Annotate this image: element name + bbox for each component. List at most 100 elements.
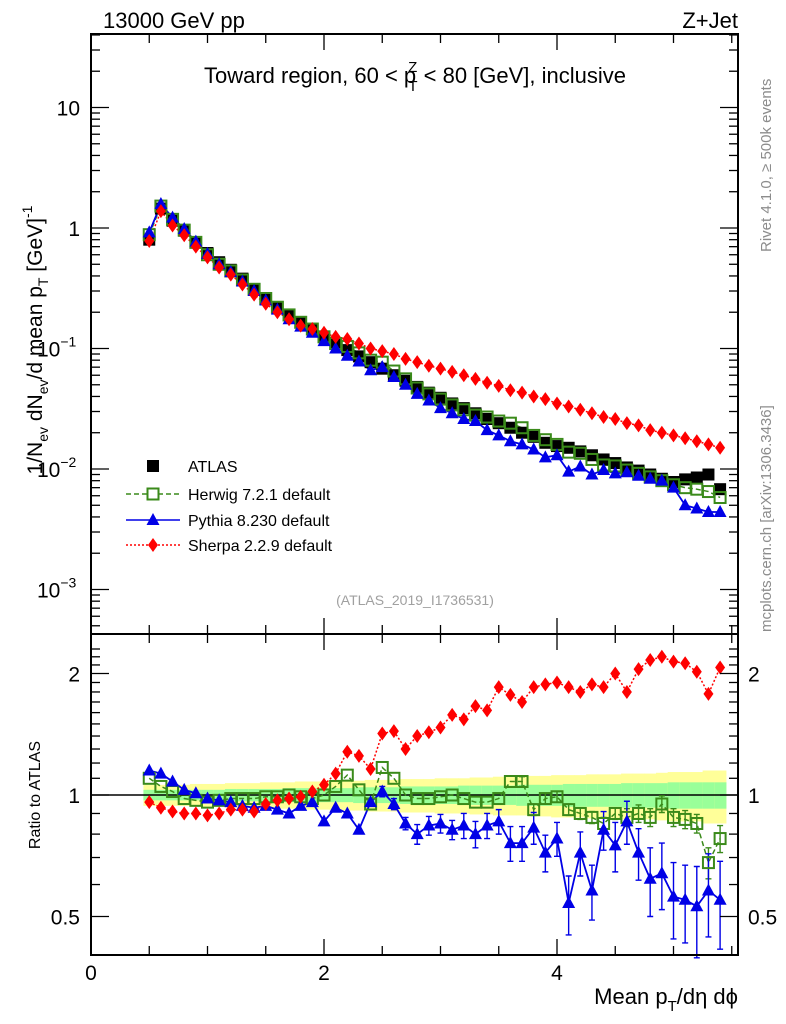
sherpa-point	[447, 364, 458, 379]
sherpa-ratio-point	[691, 664, 702, 679]
sherpa-ratio-point	[645, 653, 656, 668]
pythia-point	[410, 386, 424, 399]
legend-marker	[146, 487, 160, 501]
ratio-y-tick-label-left: 2	[68, 664, 80, 687]
herwig-ratio-point	[527, 803, 541, 817]
pythia-point	[387, 370, 401, 383]
legend-item-pythia: Pythia 8.230 default	[126, 513, 330, 530]
pythia-ratio-point	[282, 806, 296, 819]
herwig-ratio-point	[352, 783, 366, 797]
sherpa-ratio-point	[319, 777, 329, 792]
herwig-ratio-point	[655, 797, 669, 811]
legend-label: Pythia 8.230 default	[188, 513, 330, 530]
legend-label: ATLAS	[188, 459, 238, 476]
pythia-ratio-point	[538, 845, 552, 858]
sherpa-point	[214, 260, 225, 275]
ratio-plot-area	[91, 770, 738, 824]
sherpa-ratio-point	[447, 707, 458, 722]
ratio-y-tick-label-right: 2	[748, 664, 760, 687]
pythia-point	[375, 360, 389, 373]
sherpa-ratio-point	[656, 649, 667, 664]
atlas-point	[539, 436, 552, 449]
sherpa-point	[540, 392, 551, 407]
pythia-ratio-point	[364, 795, 378, 808]
sherpa-ratio-point	[680, 656, 691, 671]
legend: ATLAS Herwig 7.2.1 default Pythia 8.230 de…	[126, 459, 333, 555]
pythia-ratio-point	[201, 791, 214, 804]
sherpa-ratio-point	[517, 694, 528, 709]
sherpa-ratio-point	[190, 806, 201, 821]
xlabel-b: /dη dϕ	[677, 984, 738, 1009]
pythia-point	[154, 197, 168, 210]
sherpa-ratio-point	[540, 677, 551, 692]
mcplots-label: mcplots.cern.ch [arXiv:1306.3436]	[758, 405, 775, 632]
x-tick-label: 0	[85, 962, 97, 985]
pythia-ratio-point	[410, 827, 424, 840]
sherpa-point	[586, 406, 597, 421]
sherpa-point	[470, 371, 481, 386]
sherpa-ratio-point	[505, 687, 516, 702]
herwig-ratio-point	[492, 792, 506, 806]
pythia-ratio-point	[154, 766, 168, 779]
herwig-point	[515, 421, 529, 435]
sherpa-point	[307, 322, 318, 337]
error-bar	[717, 824, 724, 854]
ylabel-c-sub: T	[35, 277, 51, 286]
sherpa-point	[155, 204, 166, 219]
sherpa-ratio-point	[167, 804, 178, 819]
sherpa-ratio-point	[703, 686, 714, 701]
pythia-point	[329, 341, 343, 354]
sherpa-ratio-point	[307, 784, 318, 799]
atlas-point	[679, 473, 692, 486]
sherpa-ratio-point	[249, 804, 260, 819]
sherpa-point	[552, 396, 562, 411]
sherpa-point	[668, 428, 679, 443]
pythia-ratio-point	[678, 892, 692, 905]
ratio-y-tick-label-right: 0.5	[748, 907, 777, 930]
sherpa-ratio-point	[668, 654, 679, 669]
sherpa-ratio-point	[202, 808, 213, 823]
pythia-ratio-point	[597, 822, 611, 835]
ratio-y-axis-label: Ratio to ATLAS	[27, 741, 44, 849]
pythia-ratio-point	[608, 838, 622, 851]
herwig-ratio-point	[515, 775, 529, 789]
xlabel-a: Mean p	[594, 984, 667, 1009]
sherpa-point	[517, 385, 528, 400]
sherpa-ratio-line	[148, 656, 721, 817]
ratio-series-layer	[142, 649, 727, 959]
sherpa-point	[353, 336, 364, 351]
pythia-point	[468, 414, 482, 427]
pythia-point	[527, 442, 541, 455]
sherpa-point	[505, 383, 516, 398]
pythia-ratio-point	[527, 820, 541, 833]
herwig-ratio-point	[387, 771, 401, 785]
sherpa-point	[423, 358, 434, 373]
sherpa-point	[144, 234, 155, 249]
main-series-layer	[142, 197, 727, 517]
pythia-ratio-point	[142, 763, 156, 776]
pythia-point	[608, 466, 622, 479]
sherpa-point	[400, 351, 411, 366]
sherpa-ratio-point	[435, 720, 446, 735]
title-sup: Z	[408, 59, 417, 76]
pythia-point	[701, 504, 715, 517]
sherpa-point	[528, 389, 539, 404]
sherpa-ratio-point	[260, 796, 271, 811]
herwig-ratio-point	[701, 856, 715, 870]
herwig-ratio-point	[329, 779, 343, 793]
y-tick-label: 1	[68, 218, 80, 241]
sherpa-point	[342, 331, 353, 346]
sherpa-ratio-point	[470, 699, 481, 714]
pythia-point	[492, 428, 506, 441]
pythia-ratio-point	[492, 814, 506, 827]
x-tick-label: 2	[318, 962, 330, 985]
sherpa-point	[377, 344, 388, 359]
rivet-version-label: Rivet 4.1.0, ≥ 500k events	[758, 79, 775, 252]
pythia-point	[573, 459, 587, 472]
pythia-ratio-point	[387, 796, 401, 809]
herwig-ratio-point	[340, 768, 354, 782]
sherpa-ratio-point	[284, 791, 295, 806]
pythia-ratio-point	[667, 889, 680, 902]
pythia-ratio-point	[224, 795, 238, 808]
